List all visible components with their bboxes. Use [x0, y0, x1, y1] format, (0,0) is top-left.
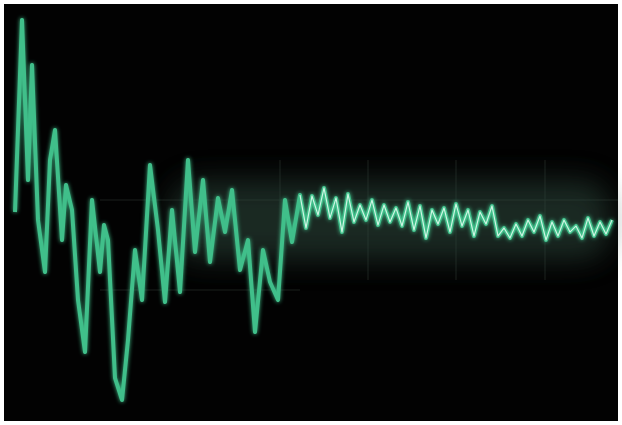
waveform-core — [299, 187, 613, 241]
